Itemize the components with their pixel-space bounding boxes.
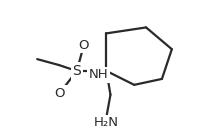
Text: O: O (55, 87, 65, 100)
Text: S: S (72, 64, 81, 78)
Text: O: O (78, 39, 89, 52)
Text: NH: NH (89, 68, 108, 81)
Text: H₂N: H₂N (94, 116, 119, 129)
